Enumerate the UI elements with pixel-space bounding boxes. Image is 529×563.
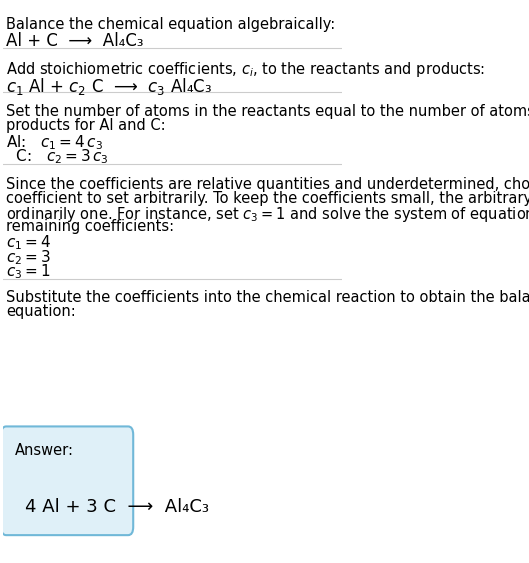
Text: Since the coefficients are relative quantities and underdetermined, choose a: Since the coefficients are relative quan…: [6, 177, 529, 191]
Text: remaining coefficients:: remaining coefficients:: [6, 218, 174, 234]
Text: $c_3 = 1$: $c_3 = 1$: [6, 262, 51, 282]
Text: Balance the chemical equation algebraically:: Balance the chemical equation algebraica…: [6, 17, 335, 32]
Text: equation:: equation:: [6, 305, 76, 319]
Text: $c_1 = 4$: $c_1 = 4$: [6, 234, 51, 252]
Text: Add stoichiometric coefficients, $c_i$, to the reactants and products:: Add stoichiometric coefficients, $c_i$, …: [6, 60, 486, 79]
Text: Set the number of atoms in the reactants equal to the number of atoms in the: Set the number of atoms in the reactants…: [6, 104, 529, 119]
Text: C:   $c_2 = 3\,c_3$: C: $c_2 = 3\,c_3$: [6, 148, 109, 167]
Text: 4 Al + 3 C  ⟶  Al₄C₃: 4 Al + 3 C ⟶ Al₄C₃: [25, 498, 209, 516]
Text: coefficient to set arbitrarily. To keep the coefficients small, the arbitrary va: coefficient to set arbitrarily. To keep …: [6, 191, 529, 205]
Text: Al:   $c_1 = 4\,c_3$: Al: $c_1 = 4\,c_3$: [6, 133, 103, 152]
Text: Substitute the coefficients into the chemical reaction to obtain the balanced: Substitute the coefficients into the che…: [6, 291, 529, 305]
Text: products for Al and C:: products for Al and C:: [6, 118, 166, 133]
Text: Answer:: Answer:: [15, 443, 74, 458]
Text: Al + C  ⟶  Al₄C₃: Al + C ⟶ Al₄C₃: [6, 32, 144, 50]
Text: $c_1$ Al + $c_2$ C  ⟶  $c_3$ Al₄C₃: $c_1$ Al + $c_2$ C ⟶ $c_3$ Al₄C₃: [6, 77, 212, 97]
Text: ordinarily one. For instance, set $c_3 = 1$ and solve the system of equations fo: ordinarily one. For instance, set $c_3 =…: [6, 204, 529, 224]
FancyBboxPatch shape: [1, 426, 133, 535]
Text: $c_2 = 3$: $c_2 = 3$: [6, 248, 51, 267]
